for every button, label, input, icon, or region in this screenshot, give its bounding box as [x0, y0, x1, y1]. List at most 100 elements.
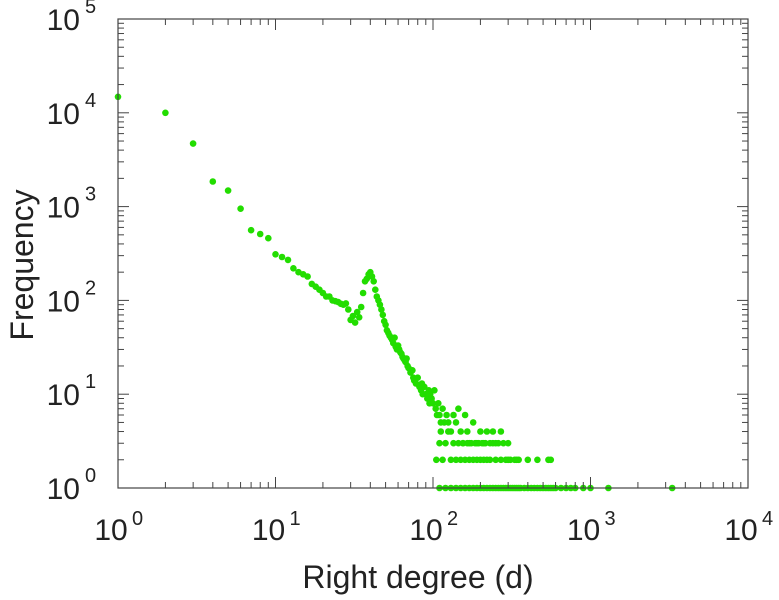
data-point [437, 428, 445, 435]
data-point [534, 456, 541, 464]
data-point [421, 383, 428, 391]
data-point [379, 311, 387, 319]
data-point [391, 334, 398, 342]
data-point [504, 439, 512, 447]
y-tick-label: 10 1 [47, 371, 97, 412]
plot-frame [117, 18, 749, 489]
y-tick-label-base: 10 [47, 98, 80, 131]
data-point [256, 230, 264, 238]
data-point [452, 419, 460, 426]
y-tick-label: 10 4 [47, 90, 97, 131]
data-point [497, 456, 505, 464]
y-tick-label-base: 10 [47, 473, 80, 506]
data-point [450, 411, 457, 419]
y-tick-label-exponent: 5 [85, 0, 96, 18]
y-tick-label-base: 10 [47, 192, 80, 225]
data-point [482, 439, 489, 447]
data-point [359, 289, 367, 297]
data-point [445, 428, 452, 435]
x-tick-label: 10 1 [252, 508, 301, 547]
x-tick-label-exponent: 3 [605, 508, 616, 530]
data-point [439, 456, 446, 464]
y-tick-label: 10 0 [47, 465, 97, 506]
data-point [433, 456, 440, 464]
data-point [247, 226, 255, 234]
data-point [378, 306, 385, 313]
data-point [284, 256, 292, 264]
y-tick-label: 10 5 [47, 0, 97, 37]
y-tick-label-exponent: 0 [85, 465, 96, 487]
data-point [452, 456, 460, 464]
data-point [372, 286, 379, 294]
data-point [489, 439, 497, 447]
x-tick-label-base: 10 [252, 514, 285, 547]
data-point [345, 306, 352, 313]
data-point [492, 456, 500, 464]
data-point [464, 428, 471, 435]
data-point [436, 439, 443, 447]
data-point [342, 300, 350, 307]
data-point [349, 312, 357, 320]
data-point [432, 405, 440, 413]
data-point [445, 419, 452, 426]
data-point [224, 187, 232, 194]
data-point [455, 405, 462, 413]
x-axis-label: Right degree (d) [302, 559, 533, 595]
data-point [409, 367, 416, 374]
data-point [272, 251, 279, 258]
data-point [435, 400, 442, 407]
x-tick-label: 10 2 [409, 508, 458, 547]
data-point [547, 456, 555, 464]
data-point [189, 140, 197, 147]
x-tick-label-base: 10 [94, 514, 127, 547]
x-tick-label-exponent: 1 [290, 508, 301, 530]
y-tick-label: 10 3 [47, 184, 97, 225]
data-point [497, 428, 505, 435]
y-axis-label: Frequency [4, 189, 40, 340]
data-point [382, 321, 389, 329]
data-point [455, 439, 462, 447]
x-tick-label-base: 10 [409, 514, 442, 547]
x-tick-label: 10 4 [724, 508, 773, 547]
data-point [351, 319, 359, 326]
y-tick-label-exponent: 2 [85, 277, 96, 299]
data-point [513, 456, 520, 464]
data-point [162, 109, 169, 117]
data-point [495, 439, 502, 447]
data-point [357, 303, 365, 311]
ticks-layer [117, 18, 749, 489]
y-tick-label-base: 10 [47, 379, 80, 412]
data-point [450, 439, 457, 447]
data-point [237, 205, 244, 212]
data-point [461, 411, 469, 419]
y-tick-label-exponent: 1 [85, 371, 96, 393]
data-point [370, 278, 378, 285]
tick-labels-layer: 10 0 10 1 10 2 10 3 10 410 010 110 210 310 410 5 [47, 0, 774, 547]
y-tick-label-base: 10 [47, 285, 80, 318]
data-point [290, 265, 297, 272]
data-point [443, 411, 450, 419]
x-tick-label: 10 3 [567, 508, 616, 547]
data-point [447, 456, 455, 464]
data-point [431, 387, 438, 394]
data-point [265, 234, 272, 242]
x-tick-label-base: 10 [724, 514, 757, 547]
x-tick-label-exponent: 0 [132, 508, 143, 530]
y-tick-label-exponent: 4 [85, 90, 96, 112]
data-point [403, 355, 410, 362]
data-point [278, 253, 286, 261]
x-tick-label-exponent: 2 [447, 508, 458, 530]
data-point [500, 439, 507, 447]
y-tick-label-exponent: 3 [85, 184, 96, 206]
data-point [486, 456, 494, 464]
points-layer [114, 93, 676, 492]
y-tick-label-base: 10 [47, 4, 80, 37]
data-point [439, 405, 446, 413]
data-point [477, 428, 484, 435]
data-point [469, 419, 477, 426]
data-point [353, 308, 361, 316]
x-tick-label: 10 0 [94, 508, 143, 547]
data-point [304, 273, 311, 280]
data-point [483, 428, 491, 435]
